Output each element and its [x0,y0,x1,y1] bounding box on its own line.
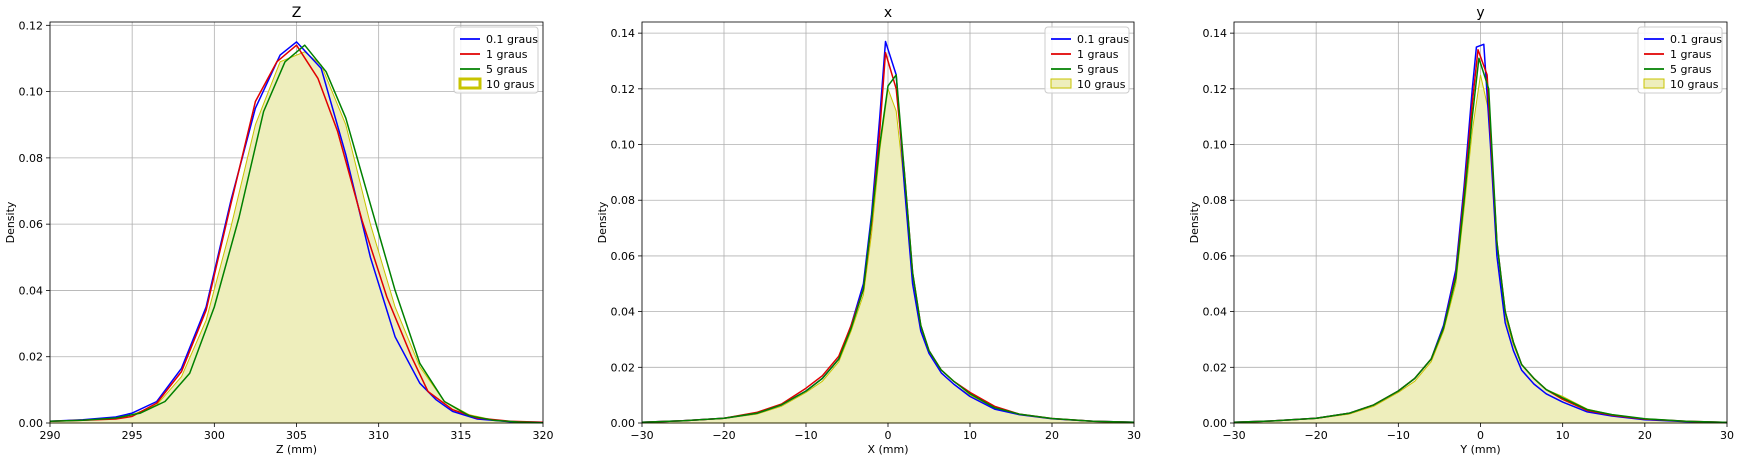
y-tick-label: 0.10 [1203,139,1228,152]
legend-label: 5 graus [1670,63,1712,76]
legend-box [1044,26,1130,94]
series-line-0-1-graus [49,41,544,424]
y-tick-label: 0.10 [611,139,636,152]
legend: 0.1 graus 1 graus 5 graus 10 graus [1044,26,1130,94]
y-tick-label: 0.04 [19,284,44,297]
y-tick-label: 0.14 [1203,27,1228,40]
x-tick-label: −20 [712,429,735,442]
x-tick-label: 0 [1477,429,1484,442]
x-axis-label: Y (mm) [1459,443,1500,456]
x-tick-label: 305 [286,429,307,442]
y-tick-label: 0.06 [19,218,44,231]
y-tick-label: 0.04 [1203,306,1228,319]
x-tick-label: 10 [1556,429,1570,442]
y-tick-label: 0.12 [19,19,44,32]
series-line-5-graus [641,74,1135,423]
y-tick-label: 0.12 [1203,83,1228,96]
y-tick-label: 0.12 [611,83,636,96]
x-tick-label: 320 [533,429,554,442]
legend: 0.1 graus 1 graus 5 graus 10 graus [1637,26,1723,94]
y-tick-label: 0.14 [611,27,636,40]
y-tick-label: 0.08 [1203,194,1228,207]
x-tick-label: −10 [1387,429,1410,442]
x-tick-label: −30 [630,429,653,442]
legend-label: 5 graus [486,63,528,76]
series-line-1-graus [641,51,1135,423]
legend-box [453,26,539,94]
legend-label: 1 graus [1670,48,1712,61]
x-tick-label: 0 [885,429,892,442]
x-tick-label: 300 [204,429,225,442]
legend-label: 5 graus [1077,63,1119,76]
y-tick-label: 0.00 [611,417,636,430]
chart-panel-x: −30 −20 −10 0 10 20 30 0.00 0.02 0.04 0.06 0.08 0.10… [596,5,1141,456]
x-axis-label: Z (mm) [276,443,317,456]
legend: 0.1 graus 1 graus 5 graus 10 graus [453,26,539,94]
legend-label: 0.1 graus [486,33,538,46]
x-tick-label: 315 [450,429,471,442]
legend-label: 1 graus [486,48,528,61]
y-tick-label: 0.02 [1203,361,1228,374]
y-tick-label: 0.06 [611,250,636,263]
chart-panel-z: 290 295 300 305 310 315 320 0.00 0.02 0.04 0.06 0.0… [4,5,554,456]
x-tick-label: 20 [1638,429,1652,442]
chart-title: Z [292,5,302,21]
legend-label: 0.1 graus [1670,33,1722,46]
x-tick-label: −10 [794,429,817,442]
chart-panel-y: −30 −20 −10 0 10 20 30 0.00 0.02 0.04 0.06 0.08 0.10… [1188,5,1734,456]
legend-label: 10 graus [486,78,535,91]
y-tick-label: 0.02 [19,351,44,364]
legend-label: 0.1 graus [1077,33,1129,46]
chart-title: y [1476,5,1484,21]
legend-swatch-10-graus [458,77,482,90]
y-tick-label: 0.00 [1203,417,1228,430]
legend-label: 10 graus [1077,78,1126,91]
legend-box [1637,26,1723,94]
legend-swatch-10-graus [1643,78,1665,89]
y-tick-label: 0.06 [1203,250,1228,263]
y-axis-label: Density [596,201,609,243]
x-tick-label: 30 [1720,429,1734,442]
y-tick-label: 0.08 [611,194,636,207]
series-line-5-graus [49,44,544,424]
y-axis-label: Density [4,201,17,243]
chart-title: x [884,5,892,21]
x-tick-label: 30 [1127,429,1141,442]
x-tick-label: 295 [122,429,143,442]
x-tick-label: −30 [1222,429,1245,442]
legend-label: 10 graus [1670,78,1719,91]
x-tick-label: 290 [40,429,61,442]
y-tick-label: 0.10 [19,86,44,99]
legend-label: 1 graus [1077,48,1119,61]
y-tick-label: 0.02 [611,361,636,374]
legend-swatch-10-graus [1050,78,1072,89]
series-line-5-graus [1233,57,1728,424]
y-axis-label: Density [1188,201,1201,243]
y-tick-label: 0.08 [19,152,44,165]
y-tick-label: 0.04 [611,306,636,319]
series-line-1-graus [49,44,544,424]
x-tick-label: −20 [1305,429,1328,442]
x-axis-label: X (mm) [867,443,908,456]
y-tick-label: 0.00 [19,417,44,430]
x-tick-label: 310 [368,429,389,442]
x-tick-label: 10 [963,429,977,442]
x-tick-label: 20 [1045,429,1059,442]
